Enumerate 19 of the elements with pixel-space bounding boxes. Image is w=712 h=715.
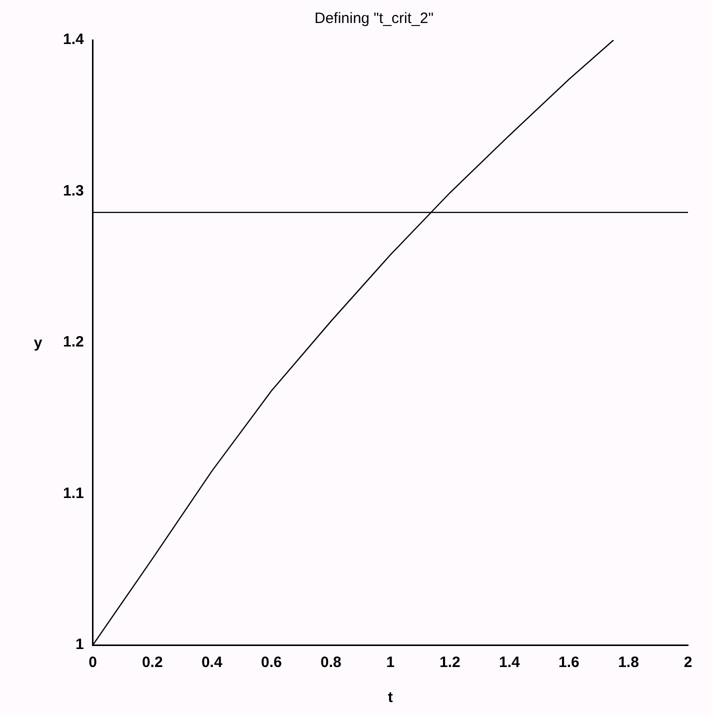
x-tick-label: 0.6 xyxy=(260,654,282,672)
x-tick-label: 2 xyxy=(684,654,692,672)
y-tick-label: 1.3 xyxy=(62,182,84,200)
x-tick-label: 0.8 xyxy=(320,654,342,672)
y-tick-label: 1 xyxy=(76,636,84,654)
x-tick-label: 0.4 xyxy=(201,654,223,672)
x-tick-label: 1.8 xyxy=(618,654,639,672)
x-tick-label: 1.6 xyxy=(558,654,580,672)
y-tick-label: 1.1 xyxy=(62,484,84,502)
x-tick-label: 1.4 xyxy=(499,654,521,672)
chart-title: Defining "t_crit_2" xyxy=(314,10,434,28)
x-tick-label: 1.2 xyxy=(440,654,460,672)
x-tick-label: 1 xyxy=(386,654,395,672)
y-tick-label: 1.4 xyxy=(62,31,84,48)
x-axis-title: t xyxy=(388,689,393,706)
x-tick-label: 0 xyxy=(88,654,98,672)
y-axis-title: y xyxy=(34,334,43,352)
y-tick-label: 1.2 xyxy=(62,334,84,351)
x-tick-label: 0.2 xyxy=(142,654,163,672)
